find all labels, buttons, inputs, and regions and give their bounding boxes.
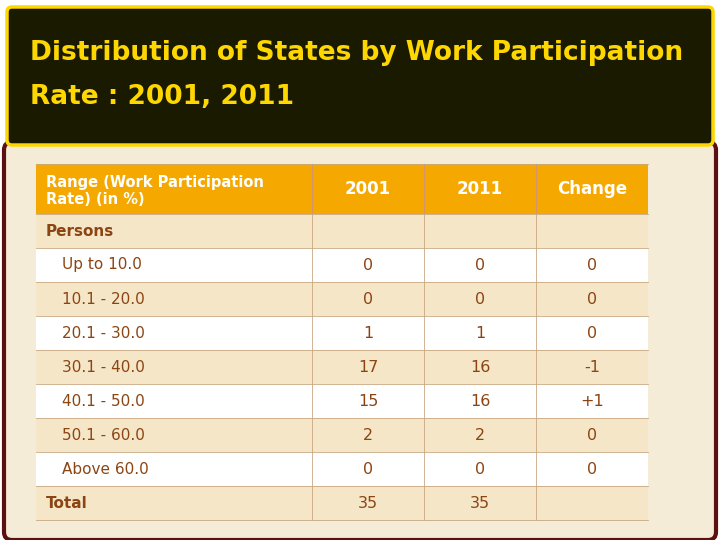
Text: 0: 0 (475, 292, 485, 307)
Text: Up to 10.0: Up to 10.0 (62, 258, 142, 273)
Text: 0: 0 (587, 462, 597, 476)
Text: 15: 15 (358, 394, 378, 408)
Text: 1: 1 (363, 326, 373, 341)
FancyBboxPatch shape (7, 7, 713, 145)
FancyBboxPatch shape (36, 486, 648, 520)
Text: 2: 2 (475, 428, 485, 442)
Text: 40.1 - 50.0: 40.1 - 50.0 (62, 394, 145, 408)
FancyBboxPatch shape (36, 164, 648, 214)
Text: Rate : 2001, 2011: Rate : 2001, 2011 (30, 84, 294, 110)
FancyBboxPatch shape (36, 282, 648, 316)
FancyBboxPatch shape (36, 350, 648, 384)
Text: 0: 0 (587, 258, 597, 273)
FancyBboxPatch shape (4, 142, 716, 540)
Text: 0: 0 (587, 428, 597, 442)
Text: 30.1 - 40.0: 30.1 - 40.0 (62, 360, 145, 375)
FancyBboxPatch shape (36, 418, 648, 452)
Text: 2001: 2001 (345, 180, 391, 198)
Text: 2: 2 (363, 428, 373, 442)
Text: Range (Work Participation: Range (Work Participation (46, 174, 264, 190)
Text: +1: +1 (580, 394, 604, 408)
FancyBboxPatch shape (36, 452, 648, 486)
Text: Change: Change (557, 180, 627, 198)
Text: 0: 0 (475, 462, 485, 476)
Text: Total: Total (46, 496, 88, 510)
Text: 0: 0 (587, 292, 597, 307)
FancyBboxPatch shape (36, 384, 648, 418)
Text: 2011: 2011 (457, 180, 503, 198)
Text: 0: 0 (587, 326, 597, 341)
Text: 0: 0 (363, 462, 373, 476)
Text: 17: 17 (358, 360, 378, 375)
Text: 1: 1 (475, 326, 485, 341)
FancyBboxPatch shape (36, 316, 648, 350)
Text: 35: 35 (358, 496, 378, 510)
Text: 0: 0 (363, 292, 373, 307)
Text: Distribution of States by Work Participation: Distribution of States by Work Participa… (30, 40, 683, 66)
Text: Persons: Persons (46, 224, 114, 239)
Text: -1: -1 (584, 360, 600, 375)
Text: 50.1 - 60.0: 50.1 - 60.0 (62, 428, 145, 442)
Text: 35: 35 (470, 496, 490, 510)
Text: 16: 16 (470, 394, 490, 408)
Text: 20.1 - 30.0: 20.1 - 30.0 (62, 326, 145, 341)
Text: Above 60.0: Above 60.0 (62, 462, 149, 476)
Text: Rate) (in %): Rate) (in %) (46, 192, 145, 206)
Text: 0: 0 (363, 258, 373, 273)
FancyBboxPatch shape (36, 214, 648, 248)
FancyBboxPatch shape (36, 248, 648, 282)
Text: 0: 0 (475, 258, 485, 273)
Text: 16: 16 (470, 360, 490, 375)
Text: 10.1 - 20.0: 10.1 - 20.0 (62, 292, 145, 307)
